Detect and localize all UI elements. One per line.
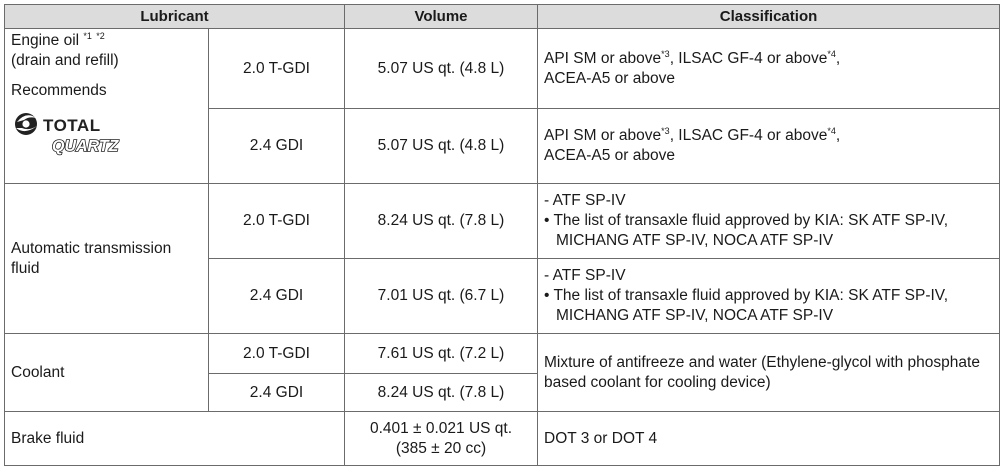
classification-text: API SM or above xyxy=(544,127,662,144)
total-quartz-logo: TOTAL QUARTZ xyxy=(15,113,120,156)
volume-cell: 5.07 US qt. (4.8 L) xyxy=(344,108,538,184)
engine-oil-label: Engine oil xyxy=(11,32,80,49)
header-volume: Volume xyxy=(344,4,538,29)
volume-cell: 8.24 US qt. (7.8 L) xyxy=(344,183,538,259)
classification-cell: API SM or above*3, ILSAC GF-4 or above*4… xyxy=(537,28,1000,109)
footnote-mark: *1 xyxy=(83,30,92,41)
logo-word-quartz: QUARTZ xyxy=(52,138,120,155)
classification-line: • The list of transaxle fluid approved b… xyxy=(544,212,949,249)
lubricant-spec-table: Lubricant Volume Classification Engine o… xyxy=(4,4,1000,466)
volume-cell: 7.01 US qt. (6.7 L) xyxy=(344,258,538,334)
engine-cell: 2.0 T-GDI xyxy=(208,333,345,374)
classification-line: • The list of transaxle fluid approved b… xyxy=(544,287,949,324)
table-row: Brake fluid 0.401 ± 0.021 US qt. (385 ± … xyxy=(4,411,1000,466)
footnote-mark: *2 xyxy=(96,30,105,41)
header-row: Lubricant Volume Classification xyxy=(4,4,1000,29)
classification-cell: - ATF SP-IV • The list of transaxle flui… xyxy=(537,258,1000,334)
footnote-mark: *3 xyxy=(661,48,670,59)
footnote-mark: *3 xyxy=(661,125,670,136)
engine-cell: 2.4 GDI xyxy=(208,373,345,412)
classification-line: - ATF SP-IV xyxy=(544,192,626,209)
engine-cell: 2.0 T-GDI xyxy=(208,183,345,259)
footnote-mark: *4 xyxy=(827,125,836,136)
brake-volume-line: (385 ± 20 cc) xyxy=(395,439,487,457)
table-row: Coolant 2.0 T-GDI 7.61 US qt. (7.2 L) Mi… xyxy=(4,333,1000,412)
classification-text: , ILSAC GF-4 or above xyxy=(669,49,828,67)
brake-classification: DOT 3 or DOT 4 xyxy=(537,411,1000,466)
classification-cell: - ATF SP-IV • The list of transaxle flui… xyxy=(537,183,1000,259)
engine-oil-label-cell: Engine oil *1 *2 (drain and refill) Reco… xyxy=(4,28,209,184)
atf-label: Automatic transmission fluid xyxy=(4,183,209,334)
volume-cell: 8.24 US qt. (7.8 L) xyxy=(344,373,538,412)
coolant-classification: Mixture of antifreeze and water (Ethylen… xyxy=(537,333,1000,412)
classification-text: ACEA-A5 or above xyxy=(544,147,675,164)
footnote-mark: *4 xyxy=(827,48,836,59)
classification-text: , xyxy=(835,127,841,144)
classification-text: ACEA-A5 or above xyxy=(544,69,675,87)
recommends-label: Recommends xyxy=(11,82,107,99)
total-emblem-icon xyxy=(15,113,37,135)
table-row: Engine oil *1 *2 (drain and refill) Reco… xyxy=(4,28,1000,184)
table-row: 2.4 GDI 8.24 US qt. (7.8 L) xyxy=(5,373,1000,412)
classification-text: , ILSAC GF-4 or above xyxy=(669,127,828,144)
header-classification: Classification xyxy=(537,4,1000,29)
brake-volume-line: 0.401 ± 0.021 US qt. xyxy=(369,419,513,437)
engine-cell: 2.4 GDI xyxy=(208,258,345,334)
coolant-label: Coolant xyxy=(4,333,209,412)
logo-word-total: TOTAL xyxy=(43,116,101,135)
classification-cell: API SM or above*3, ILSAC GF-4 or above*4… xyxy=(537,108,1000,184)
header-lubricant: Lubricant xyxy=(4,4,345,29)
engine-cell: 2.0 T-GDI xyxy=(208,28,345,109)
brake-fluid-label: Brake fluid xyxy=(4,411,345,466)
volume-cell: 7.61 US qt. (7.2 L) xyxy=(344,333,538,374)
volume-cell: 0.401 ± 0.021 US qt. (385 ± 20 cc) xyxy=(344,411,538,466)
engine-cell: 2.4 GDI xyxy=(208,108,345,184)
table-row: Automatic transmission fluid 2.0 T-GDI 8… xyxy=(4,183,1000,334)
classification-text: API SM or above xyxy=(544,49,662,67)
table-row: 2.4 GDI 7.01 US qt. (6.7 L) - ATF SP-IV … xyxy=(5,258,1000,334)
engine-oil-sublabel: (drain and refill) xyxy=(11,52,119,69)
classification-text: , xyxy=(835,49,841,67)
classification-line: - ATF SP-IV xyxy=(544,267,626,284)
table-row: 2.4 GDI 5.07 US qt. (4.8 L) API SM or ab… xyxy=(5,108,1000,184)
volume-cell: 5.07 US qt. (4.8 L) xyxy=(344,28,538,109)
